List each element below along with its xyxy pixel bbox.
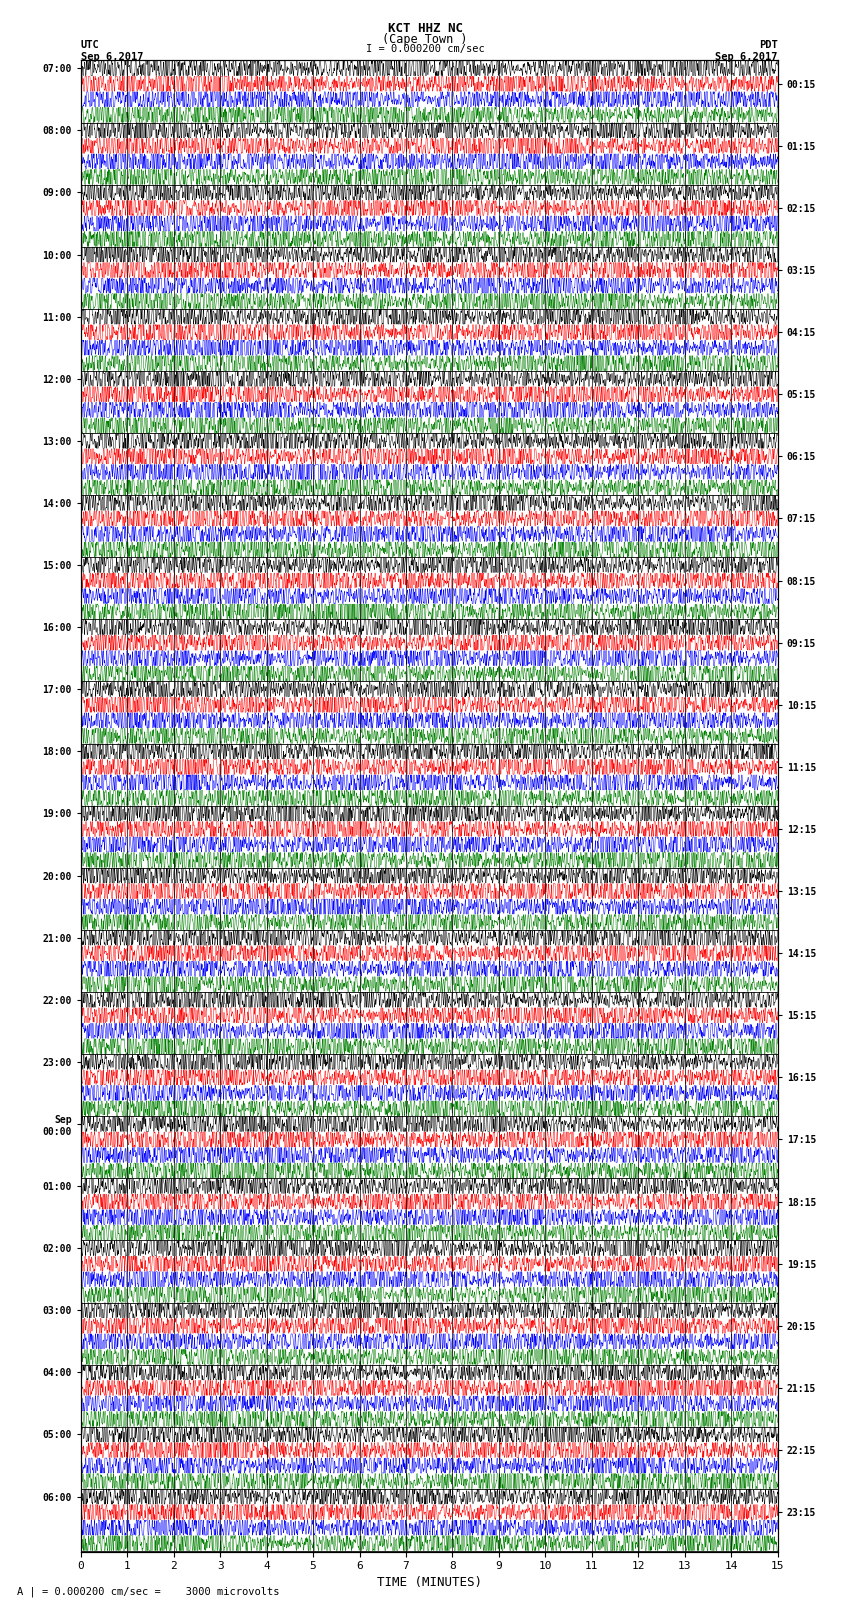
Text: (Cape Town ): (Cape Town ) bbox=[382, 32, 468, 47]
Text: I = 0.000200 cm/sec: I = 0.000200 cm/sec bbox=[366, 44, 484, 55]
Text: PDT: PDT bbox=[759, 40, 778, 50]
Text: KCT HHZ NC: KCT HHZ NC bbox=[388, 23, 462, 35]
Text: Sep 6,2017: Sep 6,2017 bbox=[81, 52, 144, 61]
Text: UTC: UTC bbox=[81, 40, 99, 50]
X-axis label: TIME (MINUTES): TIME (MINUTES) bbox=[377, 1576, 482, 1589]
Text: A | = 0.000200 cm/sec =    3000 microvolts: A | = 0.000200 cm/sec = 3000 microvolts bbox=[17, 1586, 280, 1597]
Text: Sep 6,2017: Sep 6,2017 bbox=[715, 52, 778, 61]
